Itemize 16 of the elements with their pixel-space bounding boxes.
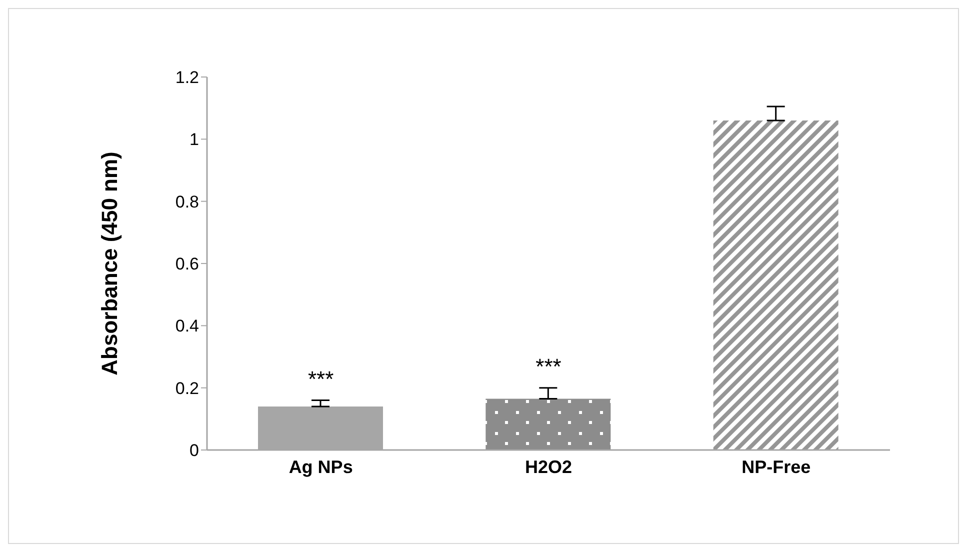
- x-tick-label: NP-Free: [742, 456, 811, 477]
- y-tick-label: 0: [190, 441, 199, 460]
- bar: [258, 406, 383, 450]
- bar: [486, 398, 611, 450]
- x-tick-label: H2O2: [524, 456, 572, 477]
- y-tick-label: 1: [190, 130, 199, 150]
- bar: [713, 120, 838, 450]
- y-tick-label: 0.6: [175, 254, 199, 274]
- y-tick-label: 1.2: [175, 68, 199, 88]
- y-tick-label: 0.2: [175, 378, 199, 398]
- x-tick-label: Ag NPs: [288, 456, 353, 477]
- y-tick-label: 0.8: [175, 192, 199, 212]
- y-tick-label: 0.4: [175, 316, 199, 336]
- annotation: ***: [536, 354, 562, 379]
- annotation: ***: [308, 366, 334, 392]
- y-axis-title: Absorbance (450 nm): [96, 152, 122, 376]
